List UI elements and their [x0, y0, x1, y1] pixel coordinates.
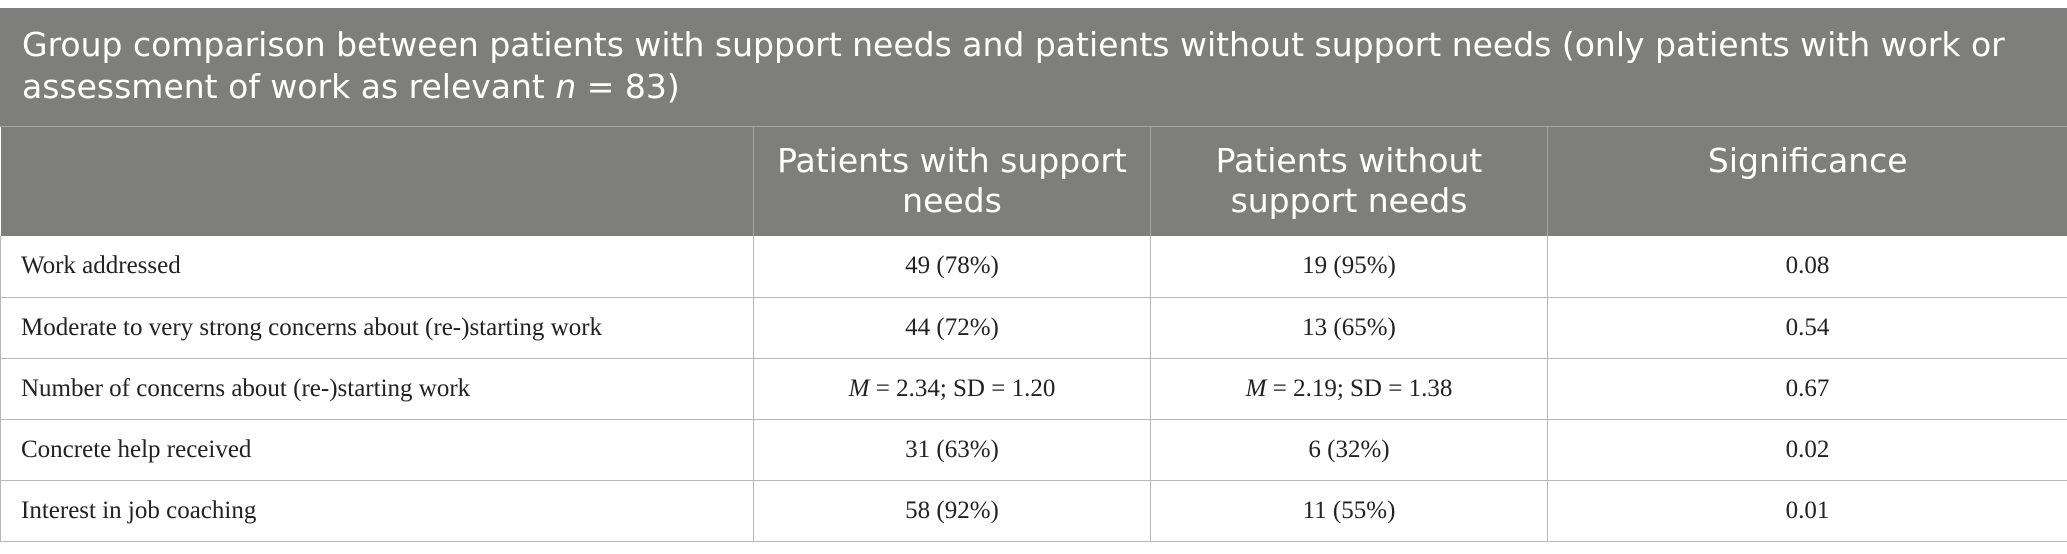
row-label: Work addressed: [0, 236, 754, 298]
data-table: Patients with support needs Patients wit…: [0, 127, 2067, 542]
row-label: Moderate to very strong concerns about (…: [0, 297, 754, 359]
cell-significance: 0.01: [1547, 480, 2067, 542]
header-with-support: Patients with support needs: [753, 127, 1151, 236]
header-row: Patients with support needs Patients wit…: [0, 127, 2067, 236]
row-label: Interest in job coaching: [0, 480, 754, 542]
cell-significance: 0.54: [1547, 297, 2067, 359]
cell-with-support: M = 2.34; SD = 1.20: [753, 358, 1151, 420]
caption-n-symbol: n: [555, 67, 577, 106]
row-label: Concrete help received: [0, 419, 754, 481]
cell-with-support: 44 (72%): [753, 297, 1151, 359]
mean-sd-value: = 2.19; SD = 1.38: [1266, 374, 1453, 402]
mean-symbol: M: [848, 374, 870, 402]
caption-main-text: Group comparison between patients with s…: [22, 25, 2005, 106]
caption-n-value: = 83): [576, 67, 680, 106]
cell-with-support: 58 (92%): [753, 480, 1151, 542]
table-row: Interest in job coaching 58 (92%) 11 (55…: [0, 480, 2067, 542]
cell-significance: 0.67: [1547, 358, 2067, 420]
cell-without-support: 13 (65%): [1150, 297, 1548, 359]
mean-symbol: M: [1245, 374, 1267, 402]
table-row: Moderate to very strong concerns about (…: [0, 297, 2067, 359]
cell-without-support: 6 (32%): [1150, 419, 1548, 481]
cell-with-support: 49 (78%): [753, 236, 1151, 298]
header-significance: Significance: [1547, 127, 2067, 236]
table-row: Number of concerns about (re-)starting w…: [0, 358, 2067, 420]
comparison-table: Group comparison between patients with s…: [0, 8, 2067, 542]
cell-without-support: 11 (55%): [1150, 480, 1548, 542]
cell-without-support: 19 (95%): [1150, 236, 1548, 298]
cell-without-support: M = 2.19; SD = 1.38: [1150, 358, 1548, 420]
row-label: Number of concerns about (re-)starting w…: [0, 358, 754, 420]
cell-with-support: 31 (63%): [753, 419, 1151, 481]
mean-sd-value: = 2.34; SD = 1.20: [869, 374, 1056, 402]
cell-significance: 0.08: [1547, 236, 2067, 298]
table-caption: Group comparison between patients with s…: [0, 8, 2067, 127]
cell-significance: 0.02: [1547, 419, 2067, 481]
header-empty: [0, 127, 754, 236]
table-row: Concrete help received 31 (63%) 6 (32%) …: [0, 419, 2067, 481]
header-without-support: Patients without support needs: [1150, 127, 1548, 236]
table-row: Work addressed 49 (78%) 19 (95%) 0.08: [0, 236, 2067, 298]
